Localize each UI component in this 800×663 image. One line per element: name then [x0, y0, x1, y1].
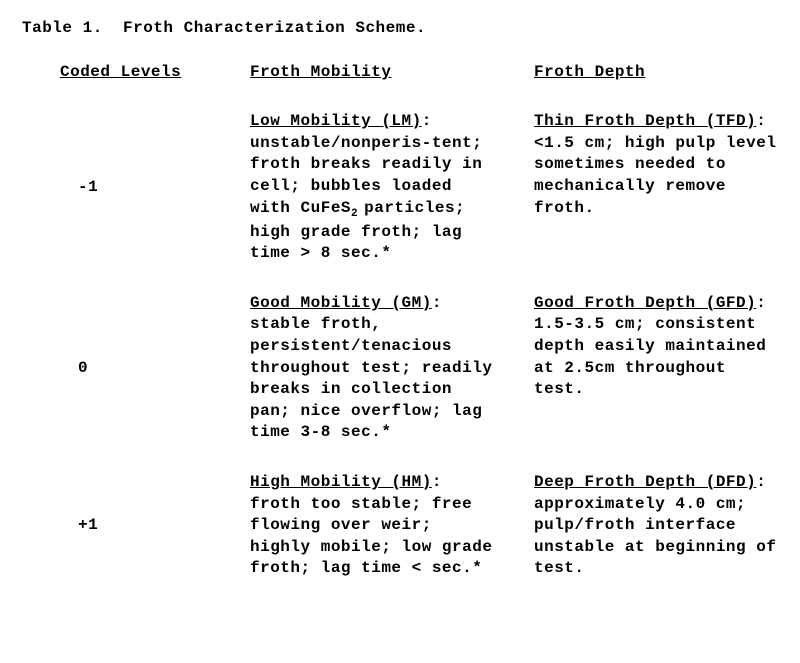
colon: : [756, 473, 766, 491]
col-header-mobility: Froth Mobility [250, 62, 494, 84]
coded-level-value: -1 [78, 177, 98, 199]
col-header-levels: Coded Levels [60, 62, 210, 84]
depth-heading: Good Froth Depth (GFD) [534, 294, 756, 312]
mobility-body: stable froth, persistent/tenacious throu… [250, 315, 492, 441]
depth-heading: Deep Froth Depth (DFD) [534, 473, 756, 491]
depth-heading: Thin Froth Depth (TFD) [534, 112, 756, 130]
coded-level-value: +1 [78, 515, 98, 537]
mobility-heading: High Mobility (HM) [250, 473, 432, 491]
colon: : [422, 112, 432, 130]
col-header-depth: Froth Depth [534, 62, 778, 84]
coded-level-cell: -1 [60, 111, 210, 265]
colon: : [756, 294, 766, 312]
depth-body: <1.5 cm; high pulp level sometimes neede… [534, 134, 776, 217]
mobility-heading: Low Mobility (LM) [250, 112, 422, 130]
mobility-cell: High Mobility (HM): froth too stable; fr… [250, 472, 494, 580]
froth-table: Coded Levels Froth Mobility Froth Depth … [22, 62, 778, 580]
mobility-cell: Low Mobility (LM): unstable/nonperis-ten… [250, 111, 494, 265]
depth-cell: Good Froth Depth (GFD): 1.5-3.5 cm; cons… [534, 293, 778, 444]
depth-cell: Deep Froth Depth (DFD): approximately 4.… [534, 472, 778, 580]
depth-cell: Thin Froth Depth (TFD): <1.5 cm; high pu… [534, 111, 778, 265]
subscript-2: 2 [351, 207, 358, 222]
mobility-cell: Good Mobility (GM): stable froth, persis… [250, 293, 494, 444]
mobility-heading: Good Mobility (GM) [250, 294, 432, 312]
colon: : [756, 112, 766, 130]
depth-body: approximately 4.0 cm; pulp/froth interfa… [534, 495, 776, 578]
table-caption: Table 1. Froth Characterization Scheme. [22, 18, 778, 40]
coded-level-cell: 0 [60, 293, 210, 444]
coded-level-cell: +1 [60, 472, 210, 580]
depth-body: 1.5-3.5 cm; consistent depth easily main… [534, 315, 766, 398]
colon: : [432, 473, 442, 491]
mobility-body: froth too stable; free flowing over weir… [250, 495, 492, 578]
colon: : [432, 294, 442, 312]
coded-level-value: 0 [78, 358, 88, 380]
